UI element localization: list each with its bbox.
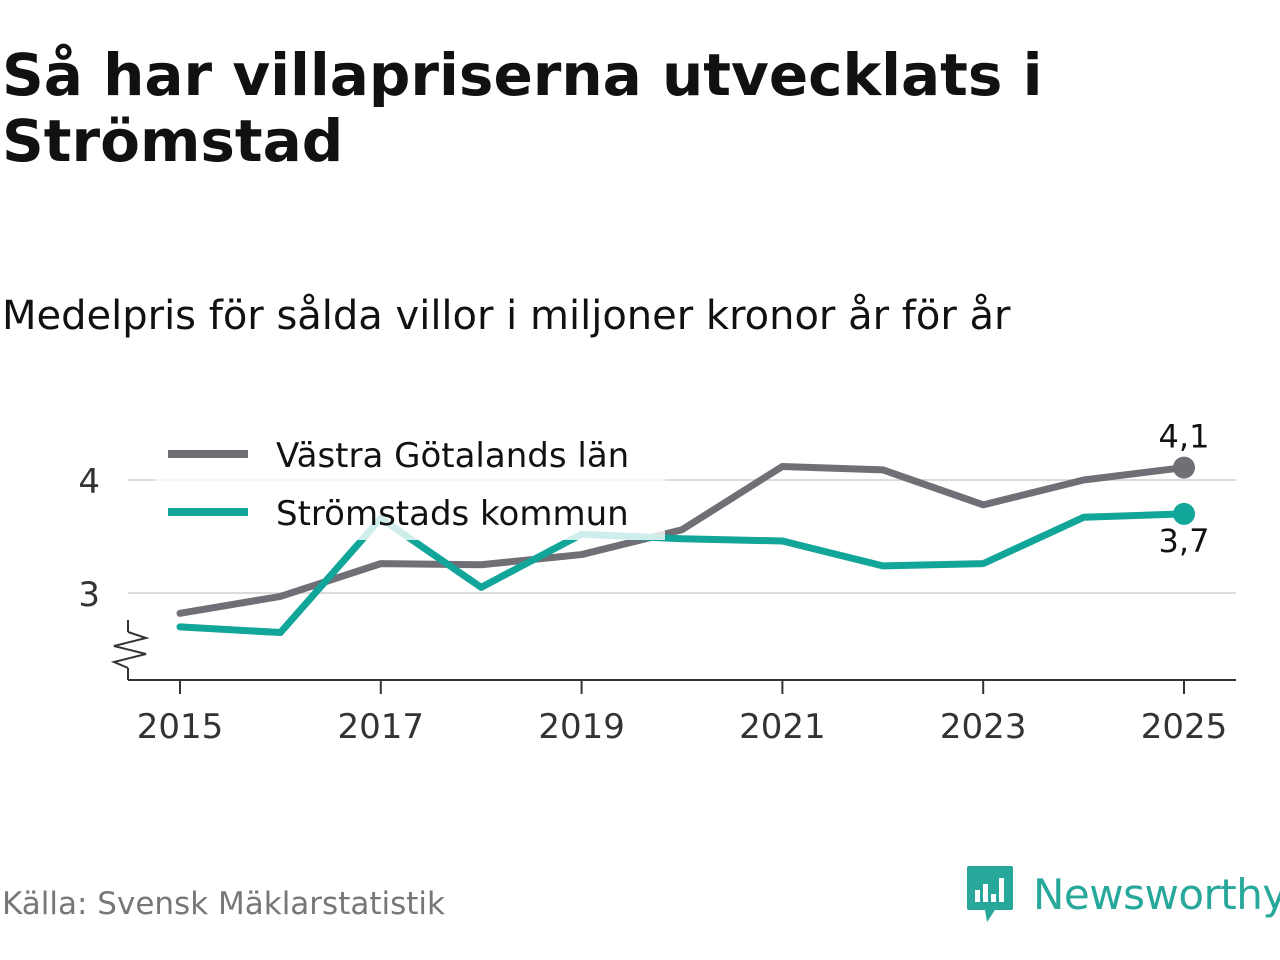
- series-line-2: [176, 510, 1188, 637]
- x-tick-label: 2023: [940, 707, 1027, 747]
- y-tick-label: 3: [78, 575, 100, 615]
- brand-name: Newsworthy: [1033, 869, 1280, 919]
- end-point-marker: [1173, 456, 1195, 479]
- end-value-label: 3,7: [1159, 522, 1210, 560]
- y-axis-break: [110, 631, 150, 669]
- end-value-label: 4,1: [1159, 418, 1210, 456]
- chart-subtitle: Medelpris för sålda villor i miljoner kr…: [2, 293, 1011, 339]
- x-tick-label: 2017: [338, 707, 425, 747]
- brand-logo: Newsworthy: [965, 864, 1280, 924]
- legend-background: [155, 424, 665, 540]
- line-chart: 3 4 2015 2017 2019 2021 2023 2025 Västra Götalan…: [78, 418, 1236, 747]
- legend-label: Strömstads kommun: [276, 494, 629, 534]
- x-tick-label: 2025: [1141, 707, 1228, 747]
- legend: Västra Götalands län Strömstads kommun: [155, 424, 665, 540]
- chart-title: Så har villapriserna utvecklats i Ströms…: [2, 41, 1043, 175]
- x-tick-label: 2019: [538, 707, 625, 747]
- end-point-marker: [1173, 502, 1195, 525]
- legend-label: Västra Götalands län: [276, 436, 629, 476]
- x-tick-label: 2021: [739, 707, 826, 747]
- x-tick-label: 2015: [137, 707, 224, 747]
- y-tick-label: 4: [78, 462, 100, 502]
- source-note: Källa: Svensk Mäklarstatistik: [2, 886, 445, 922]
- newsworthy-logo-icon: [967, 866, 1013, 922]
- series-line-1: [176, 462, 1188, 617]
